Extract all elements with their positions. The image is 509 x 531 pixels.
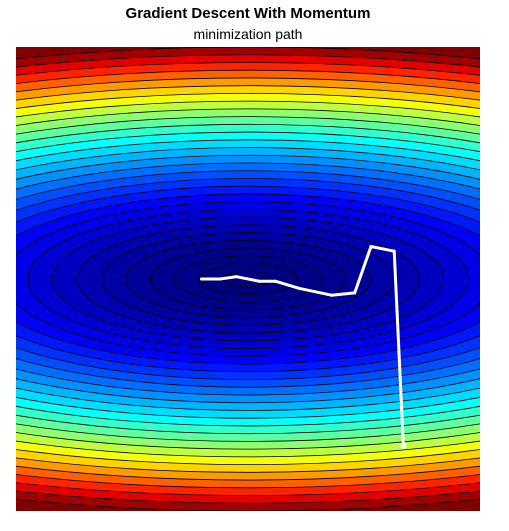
contour-line (16, 54, 480, 504)
contour-line (16, 193, 480, 365)
path-point (218, 277, 222, 281)
path-point (274, 279, 278, 283)
contour-line (198, 263, 298, 295)
chart-subtitle: minimization path (193, 26, 303, 42)
contour-line (16, 201, 480, 357)
contour-line (16, 185, 480, 373)
contour-line (16, 62, 480, 496)
contour-line (51, 216, 445, 342)
path-point (258, 279, 262, 283)
contour-line (16, 178, 480, 380)
chart-title: Gradient Descent With Momentum (125, 5, 371, 22)
contour-line (16, 123, 480, 435)
path-point (392, 249, 396, 253)
contour-line (16, 139, 480, 419)
contour-line (174, 255, 322, 303)
contour-line (16, 100, 480, 458)
contour-line (16, 131, 480, 427)
contour-line (16, 108, 480, 450)
contour-line (16, 69, 480, 489)
path-point (330, 293, 334, 297)
contour-line (16, 162, 480, 396)
contour-line (76, 224, 420, 334)
contour-plot-svg (16, 47, 480, 511)
path-point (234, 275, 238, 279)
contour-line (149, 247, 347, 311)
contour-line (16, 93, 480, 465)
path-point (369, 245, 373, 249)
path-start-point (400, 443, 407, 450)
path-point (297, 286, 301, 290)
contour-fills (16, 47, 480, 511)
contour-line (16, 77, 480, 481)
contour-line (16, 85, 480, 473)
contour-line (27, 208, 469, 349)
contour-plot (16, 47, 480, 516)
contour-line (16, 116, 480, 442)
path-point (200, 277, 204, 281)
contour-line (125, 239, 371, 319)
contour-line (16, 170, 480, 388)
path-point (353, 291, 357, 295)
contour-line (16, 147, 480, 411)
contour-line (16, 154, 480, 404)
